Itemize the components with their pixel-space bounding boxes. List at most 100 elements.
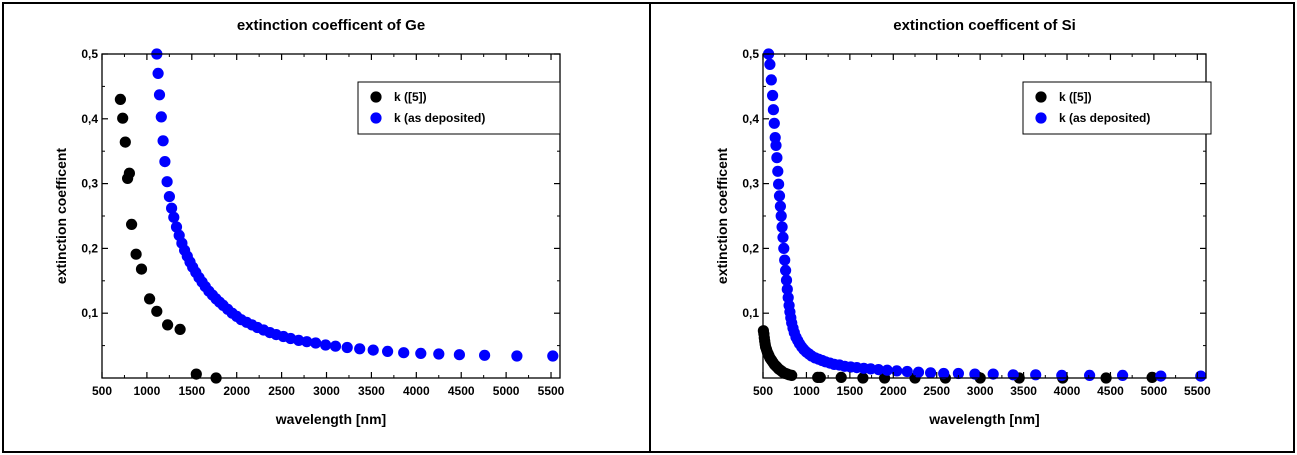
x-tick-label: 3000 (967, 384, 994, 398)
chart-panel-ge: extinction coefficent of Ge 500 1000 1500 20… (2, 2, 651, 453)
y-tick-label: 0,5 (81, 47, 98, 61)
data-point (159, 156, 171, 168)
x-tick-label: 3500 (358, 384, 385, 398)
data-point (329, 340, 342, 352)
y-tick-label: 0,2 (742, 241, 759, 255)
data-point (765, 74, 777, 86)
data-point (925, 367, 937, 379)
data-point (767, 104, 779, 116)
data-point (114, 93, 126, 105)
x-tick-label: 2000 (880, 384, 907, 398)
chart-panel-si: extinction coefficent of Si 500 1000 1500 20… (649, 2, 1295, 453)
data-point (1195, 370, 1207, 382)
data-point (881, 364, 893, 376)
x-tick-label: 1500 (837, 384, 864, 398)
x-tick-label: 1500 (178, 384, 205, 398)
y-tick-label: 0,1 (742, 306, 759, 320)
data-point (123, 167, 135, 179)
data-point (117, 112, 129, 124)
legend-box (1022, 81, 1212, 135)
legend-marker (1035, 112, 1047, 124)
data-point (415, 347, 427, 359)
series-2-points (763, 48, 1207, 382)
data-point (190, 368, 202, 380)
data-point (310, 337, 322, 349)
x-tick-label: 4500 (448, 384, 475, 398)
data-point (1007, 369, 1019, 381)
data-point (479, 349, 491, 361)
data-point (775, 210, 787, 222)
data-point (764, 58, 776, 70)
legend-box (357, 81, 561, 135)
data-point (780, 264, 792, 276)
data-point (152, 67, 164, 79)
data-point (969, 368, 981, 380)
data-point (774, 200, 786, 212)
x-tick-label: 5500 (538, 384, 565, 398)
data-point (301, 336, 313, 348)
y-axis-label: extinction coefficent (714, 148, 730, 284)
data-point (174, 323, 186, 335)
legend-label: k (as deposited) (394, 111, 485, 125)
x-tick-label: 5000 (1141, 384, 1168, 398)
data-point (901, 365, 913, 378)
data-point (161, 176, 173, 188)
y-tick-label: 0,4 (742, 112, 759, 126)
data-point (1155, 370, 1167, 382)
data-point (144, 293, 156, 305)
data-point (891, 365, 903, 377)
legend-marker (1035, 91, 1047, 103)
data-point (320, 339, 332, 351)
x-axis-label: wavelength [nm] (928, 411, 1039, 427)
x-tick-label: 5000 (493, 384, 520, 398)
data-point (341, 341, 353, 354)
data-point (778, 242, 790, 254)
y-tick-label: 0,4 (81, 112, 98, 126)
data-point (767, 89, 779, 102)
data-point (163, 191, 175, 203)
y-tick-label: 0,1 (81, 306, 98, 320)
x-tick-label: 4000 (1054, 384, 1081, 398)
data-point (987, 368, 999, 380)
legend-label: k ([5]) (1059, 90, 1092, 104)
y-tick-label: 0,5 (742, 47, 759, 61)
x-tick-label: 1000 (134, 384, 161, 398)
x-tick-label: 500 (753, 384, 773, 398)
x-tick-label: 500 (92, 384, 112, 398)
x-tick-label: 1000 (793, 384, 820, 398)
data-point (773, 190, 786, 202)
legend-marker (370, 112, 382, 124)
chart-title: extinction coefficent of Ge (237, 17, 425, 34)
data-point (162, 319, 174, 331)
data-point (786, 369, 798, 381)
data-point (771, 152, 783, 164)
x-tick-label: 2500 (923, 384, 950, 398)
data-point (433, 348, 445, 360)
data-point (157, 135, 169, 147)
data-point (776, 221, 788, 233)
si-extinction-chart: extinction coefficent of Si 500 1000 1500 20… (714, 17, 1212, 427)
data-point (151, 305, 163, 317)
data-point (453, 349, 465, 361)
data-point (781, 283, 793, 295)
data-point (367, 344, 379, 356)
x-tick-label: 3500 (1010, 384, 1037, 398)
x-tick-label: 2000 (223, 384, 250, 398)
data-point (773, 178, 785, 190)
data-point (398, 347, 410, 359)
x-tick-label: 4500 (1097, 384, 1124, 398)
series-1-points (114, 93, 222, 384)
data-point (1056, 369, 1068, 381)
data-point (770, 139, 782, 151)
x-axis-label: wavelength [nm] (275, 411, 386, 427)
data-point (130, 248, 142, 260)
data-point (1030, 369, 1042, 381)
data-point (547, 350, 559, 362)
ge-extinction-chart: extinction coefficent of Ge 500 1000 1500 20… (53, 17, 565, 427)
x-tick-label: 5500 (1184, 384, 1211, 398)
y-axis-label: extinction coefficent (53, 148, 69, 284)
data-point (1084, 369, 1096, 381)
x-tick-label: 3000 (313, 384, 340, 398)
data-point (382, 345, 394, 357)
data-point (155, 111, 167, 123)
